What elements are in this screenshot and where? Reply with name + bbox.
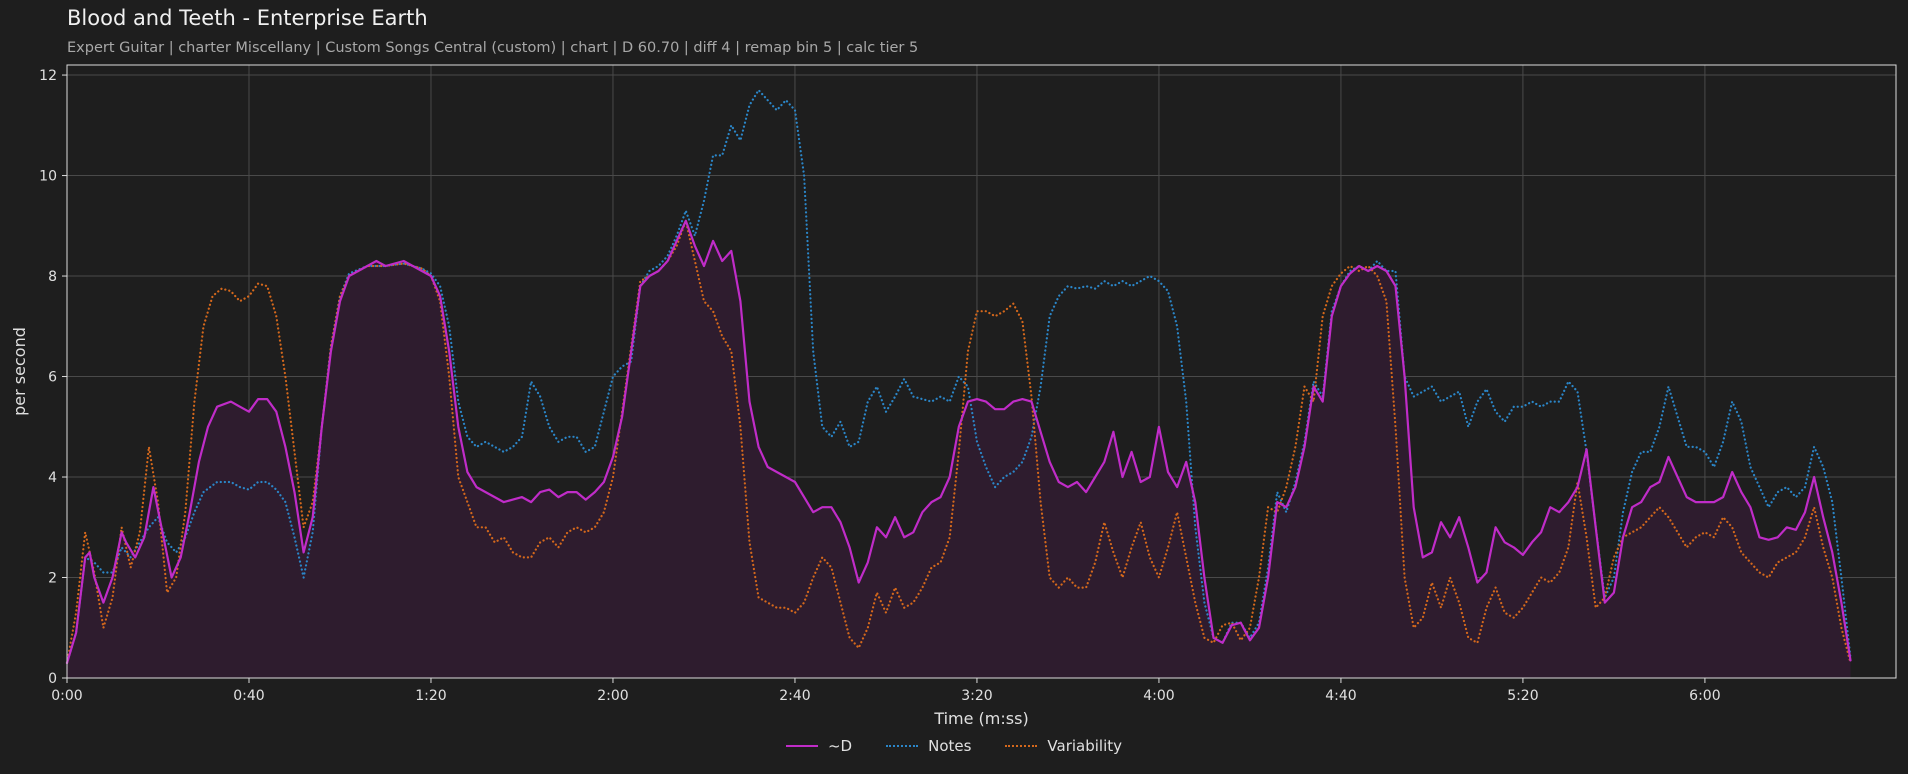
x-tick-label: 5:20 xyxy=(1507,688,1538,704)
y-tick-label: 10 xyxy=(39,169,57,185)
legend-item-d: ~D xyxy=(785,737,853,755)
y-axis-label: per second xyxy=(10,327,29,416)
legend: ~D Notes Variability xyxy=(0,737,1908,755)
y-tick-label: 6 xyxy=(48,370,57,386)
legend-label-notes: Notes xyxy=(928,737,972,755)
x-tick-label: 2:00 xyxy=(597,688,628,704)
series-notes-line xyxy=(65,89,1852,664)
x-tick-label: 0:40 xyxy=(233,688,264,704)
x-tick-label: 3:20 xyxy=(961,688,992,704)
x-tick-label: 4:00 xyxy=(1143,688,1174,704)
legend-item-variability: Variability xyxy=(1005,737,1122,755)
ticks-layer: 0:00 0:40 1:20 2:00 2:40 3:20 4:00 4:40 5:20 6:00… xyxy=(39,68,1720,704)
legend-swatch-notes xyxy=(886,745,919,747)
x-tick-label: 1:20 xyxy=(415,688,446,704)
x-tick-label: 6:00 xyxy=(1689,688,1720,704)
y-tick-label: 0 xyxy=(48,671,57,687)
chart-subtitle: Expert Guitar | charter Miscellany | Cus… xyxy=(67,40,919,56)
series-variability-line xyxy=(65,219,1852,664)
x-axis-label: Time (m:ss) xyxy=(933,709,1028,728)
y-tick-label: 12 xyxy=(39,68,57,84)
y-tick-label: 8 xyxy=(48,269,57,285)
legend-item-notes: Notes xyxy=(886,737,971,755)
y-tick-label: 2 xyxy=(48,571,57,587)
chart-title: Blood and Teeth - Enterprise Earth xyxy=(67,6,428,30)
legend-label-variability: Variability xyxy=(1047,737,1123,755)
legend-swatch-variability xyxy=(1005,745,1038,747)
series-d-line xyxy=(65,219,1852,664)
plot-frame xyxy=(66,64,1897,679)
legend-label-d: ~D xyxy=(827,737,853,755)
x-tick-label: 4:40 xyxy=(1325,688,1356,704)
legend-swatch-d xyxy=(785,745,818,747)
x-tick-label: 0:00 xyxy=(51,688,82,704)
x-tick-label: 2:40 xyxy=(779,688,810,704)
y-tick-label: 4 xyxy=(48,470,57,486)
series-layer xyxy=(65,89,1852,679)
